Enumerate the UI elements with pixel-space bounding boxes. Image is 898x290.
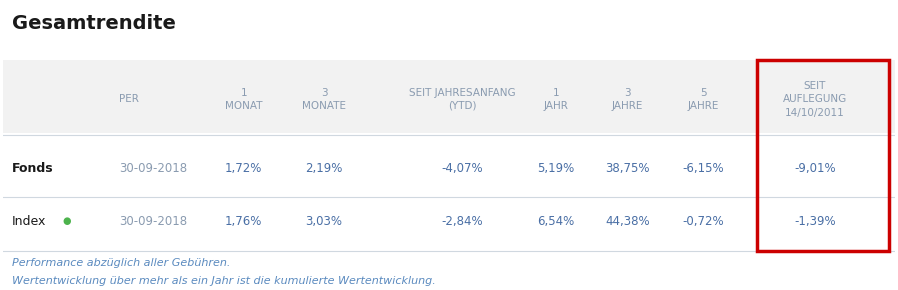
Text: -0,72%: -0,72% (682, 215, 724, 228)
Text: -2,84%: -2,84% (442, 215, 483, 228)
Text: Gesamtrendite: Gesamtrendite (12, 14, 176, 33)
Text: -6,15%: -6,15% (682, 162, 724, 175)
Text: 1
JAHR: 1 JAHR (543, 88, 568, 111)
Text: Index: Index (12, 215, 46, 228)
Text: -9,01%: -9,01% (794, 162, 836, 175)
Text: 5,19%: 5,19% (538, 162, 575, 175)
Text: -4,07%: -4,07% (442, 162, 483, 175)
Text: Wertentwicklung über mehr als ein Jahr ist die kumulierte Wertentwicklung.: Wertentwicklung über mehr als ein Jahr i… (12, 276, 436, 286)
Text: 1
MONAT: 1 MONAT (225, 88, 262, 111)
Text: 2,19%: 2,19% (305, 162, 343, 175)
Text: 5
JAHRE: 5 JAHRE (688, 88, 719, 111)
Text: 30-09-2018: 30-09-2018 (119, 162, 187, 175)
Text: 30-09-2018: 30-09-2018 (119, 215, 187, 228)
Text: 1,76%: 1,76% (225, 215, 262, 228)
Text: ●: ● (63, 216, 71, 226)
Text: Performance abzüglich aller Gebühren.: Performance abzüglich aller Gebühren. (12, 258, 230, 268)
Text: 38,75%: 38,75% (605, 162, 650, 175)
Text: PER: PER (119, 94, 138, 104)
Text: 3,03%: 3,03% (305, 215, 342, 228)
Text: SEIT
AUFLEGUNG
14/10/2011: SEIT AUFLEGUNG 14/10/2011 (783, 81, 847, 117)
Text: SEIT JAHRESANFANG
(YTD): SEIT JAHRESANFANG (YTD) (409, 88, 515, 111)
Text: 3
JAHRE: 3 JAHRE (612, 88, 643, 111)
Text: Fonds: Fonds (12, 162, 53, 175)
Text: -1,39%: -1,39% (794, 215, 836, 228)
FancyBboxPatch shape (3, 59, 895, 133)
Text: 1,72%: 1,72% (225, 162, 262, 175)
Text: 6,54%: 6,54% (538, 215, 575, 228)
Text: 3
MONATE: 3 MONATE (302, 88, 346, 111)
Text: 44,38%: 44,38% (605, 215, 650, 228)
